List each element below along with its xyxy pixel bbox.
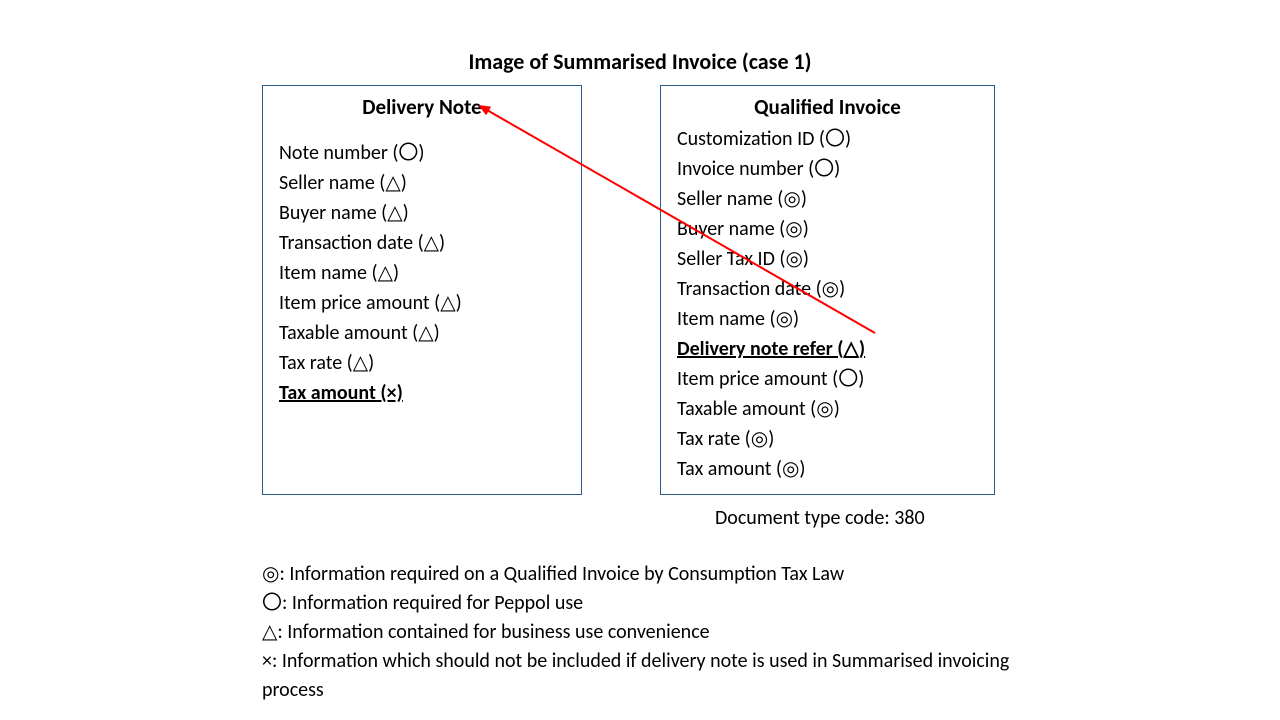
qualified-invoice-title: Qualified Invoice	[677, 94, 978, 120]
qualified-invoice-fields: Customization ID (〇)Invoice number (〇)Se…	[677, 124, 978, 484]
field-item: Item name (△)	[279, 258, 565, 288]
field-item: Taxable amount (◎)	[677, 394, 978, 424]
field-item: Item name (◎)	[677, 304, 978, 334]
legend-row: 〇: Information required for Peppol use	[262, 589, 1022, 618]
legend: ◎: Information required on a Qualified I…	[262, 560, 1022, 705]
field-item: Tax amount (◎)	[677, 454, 978, 484]
document-type-code: Document type code: 380	[715, 506, 925, 530]
field-item: Buyer name (◎)	[677, 214, 978, 244]
field-item: Tax rate (◎)	[677, 424, 978, 454]
diagram-title: Image of Summarised Invoice (case 1)	[0, 48, 1280, 75]
field-item: Seller name (△)	[279, 168, 565, 198]
delivery-note-fields: Note number (〇)Seller name (△)Buyer name…	[279, 124, 565, 408]
legend-row: ◎: Information required on a Qualified I…	[262, 560, 1022, 589]
field-item: Taxable amount (△)	[279, 318, 565, 348]
field-item: Seller name (◎)	[677, 184, 978, 214]
field-item: Delivery note refer (△)	[677, 334, 978, 364]
field-item: Item price amount (〇)	[677, 364, 978, 394]
field-item: Note number (〇)	[279, 138, 565, 168]
legend-row: ×: Information which should not be inclu…	[262, 647, 1022, 705]
delivery-note-title: Delivery Note	[279, 94, 565, 120]
field-item: Customization ID (〇)	[677, 124, 978, 154]
legend-row: △: Information contained for business us…	[262, 618, 1022, 647]
field-item: Transaction date (◎)	[677, 274, 978, 304]
field-item: Invoice number (〇)	[677, 154, 978, 184]
field-item: Tax rate (△)	[279, 348, 565, 378]
field-item: Tax amount (×)	[279, 378, 565, 408]
field-item: Buyer name (△)	[279, 198, 565, 228]
field-item: Seller Tax ID (◎)	[677, 244, 978, 274]
field-item: Item price amount (△)	[279, 288, 565, 318]
qualified-invoice-box: Qualified Invoice Customization ID (〇)In…	[660, 85, 995, 495]
field-item: Transaction date (△)	[279, 228, 565, 258]
delivery-note-box: Delivery Note Note number (〇)Seller name…	[262, 85, 582, 495]
